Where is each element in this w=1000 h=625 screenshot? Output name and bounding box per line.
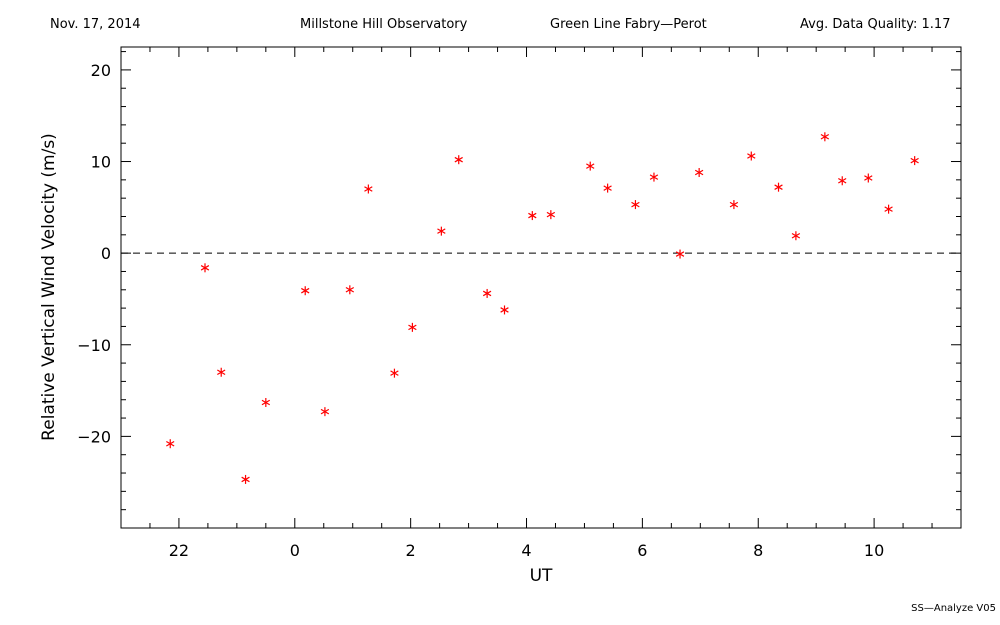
data-point bbox=[729, 200, 739, 210]
data-point bbox=[603, 183, 612, 193]
axis-ticks bbox=[120, 47, 962, 529]
data-point bbox=[675, 249, 685, 259]
x-tick-labels: 22 0 2 4 6 8 10 bbox=[169, 541, 885, 560]
data-point bbox=[217, 367, 226, 377]
x-tick-label: 22 bbox=[169, 541, 189, 560]
data-point bbox=[408, 322, 417, 332]
data-points bbox=[166, 132, 919, 484]
data-point bbox=[864, 173, 873, 183]
data-point bbox=[838, 176, 847, 186]
y-tick-label: 0 bbox=[101, 244, 111, 263]
y-axis-label: Relative Vertical Wind Velocity (m/s) bbox=[39, 133, 59, 441]
data-point bbox=[631, 200, 640, 210]
x-tick-label: 0 bbox=[290, 541, 300, 560]
y-tick-labels: −20 −10 0 10 20 bbox=[77, 61, 111, 446]
y-tick-label: −20 bbox=[77, 427, 111, 446]
x-tick-label: 10 bbox=[864, 541, 884, 560]
data-point bbox=[747, 151, 756, 161]
data-point bbox=[820, 132, 830, 142]
data-point bbox=[774, 182, 783, 192]
y-tick-label: 20 bbox=[91, 61, 111, 80]
x-tick-label: 2 bbox=[406, 541, 416, 560]
data-point bbox=[884, 204, 893, 214]
data-point bbox=[586, 161, 595, 171]
data-point bbox=[320, 407, 330, 417]
data-point bbox=[454, 155, 463, 165]
data-point bbox=[482, 288, 492, 298]
header-instrument: Green Line Fabry—Perot bbox=[550, 17, 707, 32]
data-point bbox=[261, 397, 271, 407]
data-point bbox=[694, 168, 704, 178]
data-point bbox=[345, 285, 355, 295]
header-observatory: Millstone Hill Observatory bbox=[300, 17, 468, 32]
plot-frame bbox=[120, 46, 962, 529]
data-point bbox=[791, 231, 801, 241]
x-tick-label: 8 bbox=[753, 541, 763, 560]
x-tick-label: 4 bbox=[521, 541, 531, 560]
y-tick-label: 10 bbox=[91, 153, 111, 172]
footer-version: SS—Analyze V05 bbox=[911, 603, 996, 614]
data-point bbox=[241, 474, 250, 484]
x-tick-label: 6 bbox=[637, 541, 647, 560]
data-point bbox=[649, 172, 659, 182]
data-point bbox=[437, 226, 446, 236]
data-point bbox=[528, 211, 537, 221]
header-date: Nov. 17, 2014 bbox=[50, 17, 141, 32]
y-tick-label: −10 bbox=[77, 336, 111, 355]
data-point bbox=[390, 368, 399, 378]
data-point bbox=[200, 263, 210, 273]
data-point bbox=[546, 210, 556, 220]
data-point bbox=[500, 305, 509, 315]
data-point bbox=[364, 184, 373, 194]
x-axis-label: UT bbox=[530, 566, 553, 586]
header-data-quality: Avg. Data Quality: 1.17 bbox=[800, 17, 951, 32]
data-point bbox=[910, 156, 919, 166]
data-point bbox=[301, 286, 310, 296]
data-point bbox=[166, 439, 175, 449]
